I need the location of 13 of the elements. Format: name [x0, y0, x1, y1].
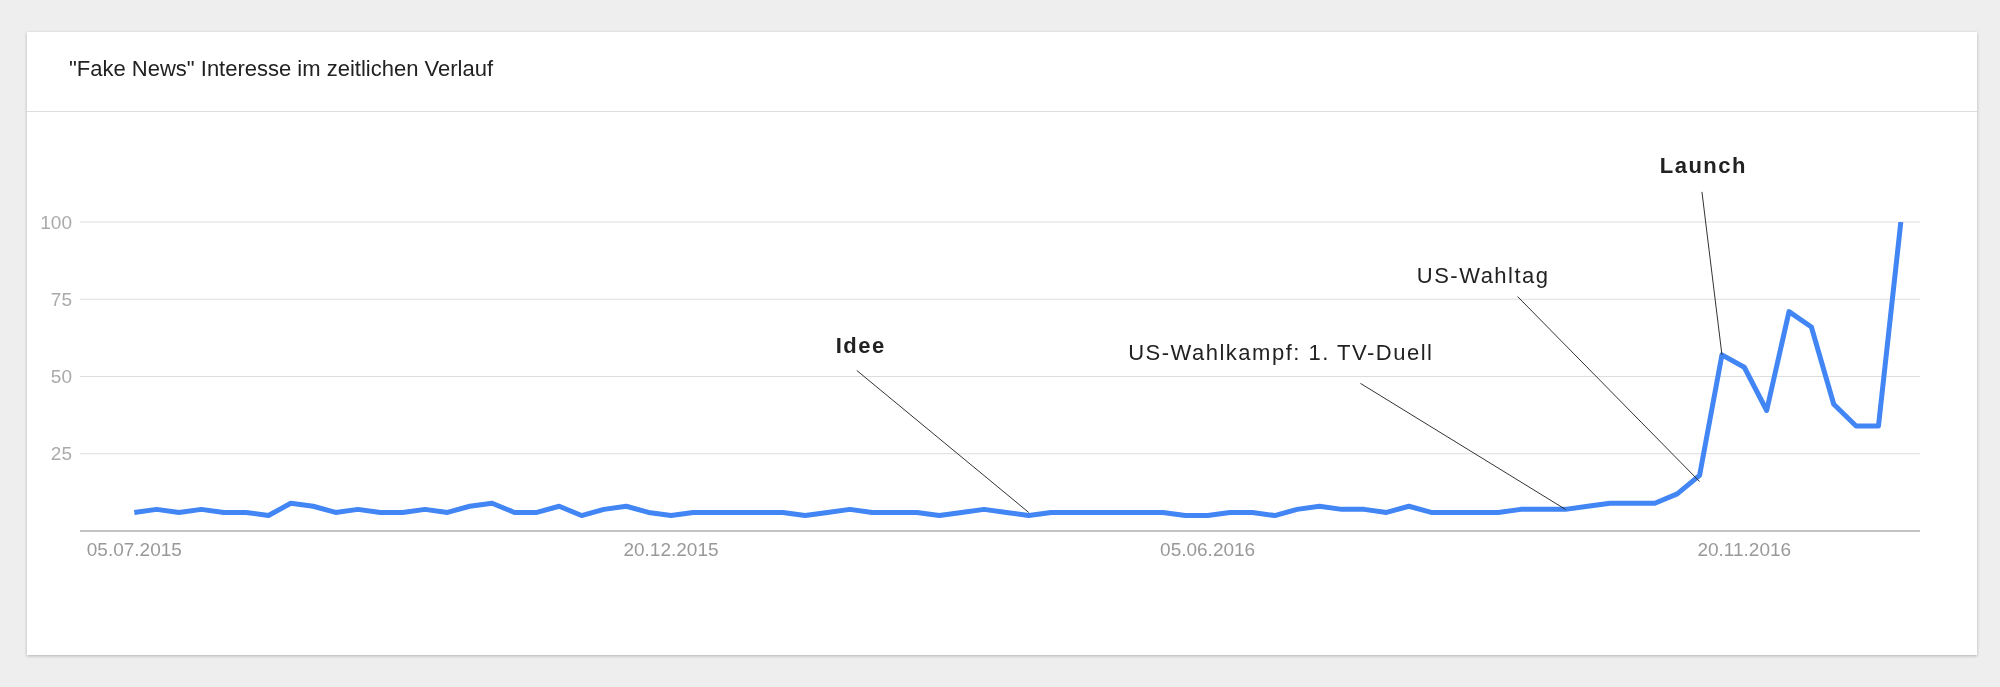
- annotation: Idee: [835, 333, 886, 359]
- x-tick-label: 20.12.2015: [623, 539, 719, 561]
- x-tick-label: 20.11.2016: [1697, 539, 1792, 561]
- x-tick-label: 05.06.2016: [1160, 539, 1256, 561]
- y-tick-label: 75: [50, 288, 72, 310]
- x-tick-label: 05.07.2015: [86, 539, 182, 561]
- annotation: US-Wahlkampf: 1. TV-Duell: [1128, 340, 1434, 366]
- annotation: US-Wahltag: [1416, 262, 1550, 288]
- chart-title: "Fake News" Interesse im zeitlichen Verlauf: [27, 32, 1977, 112]
- y-tick-label: 50: [50, 366, 72, 388]
- y-tick-label: 100: [40, 211, 72, 233]
- annotation: Launch: [1659, 152, 1747, 178]
- y-tick-label: 25: [50, 443, 72, 465]
